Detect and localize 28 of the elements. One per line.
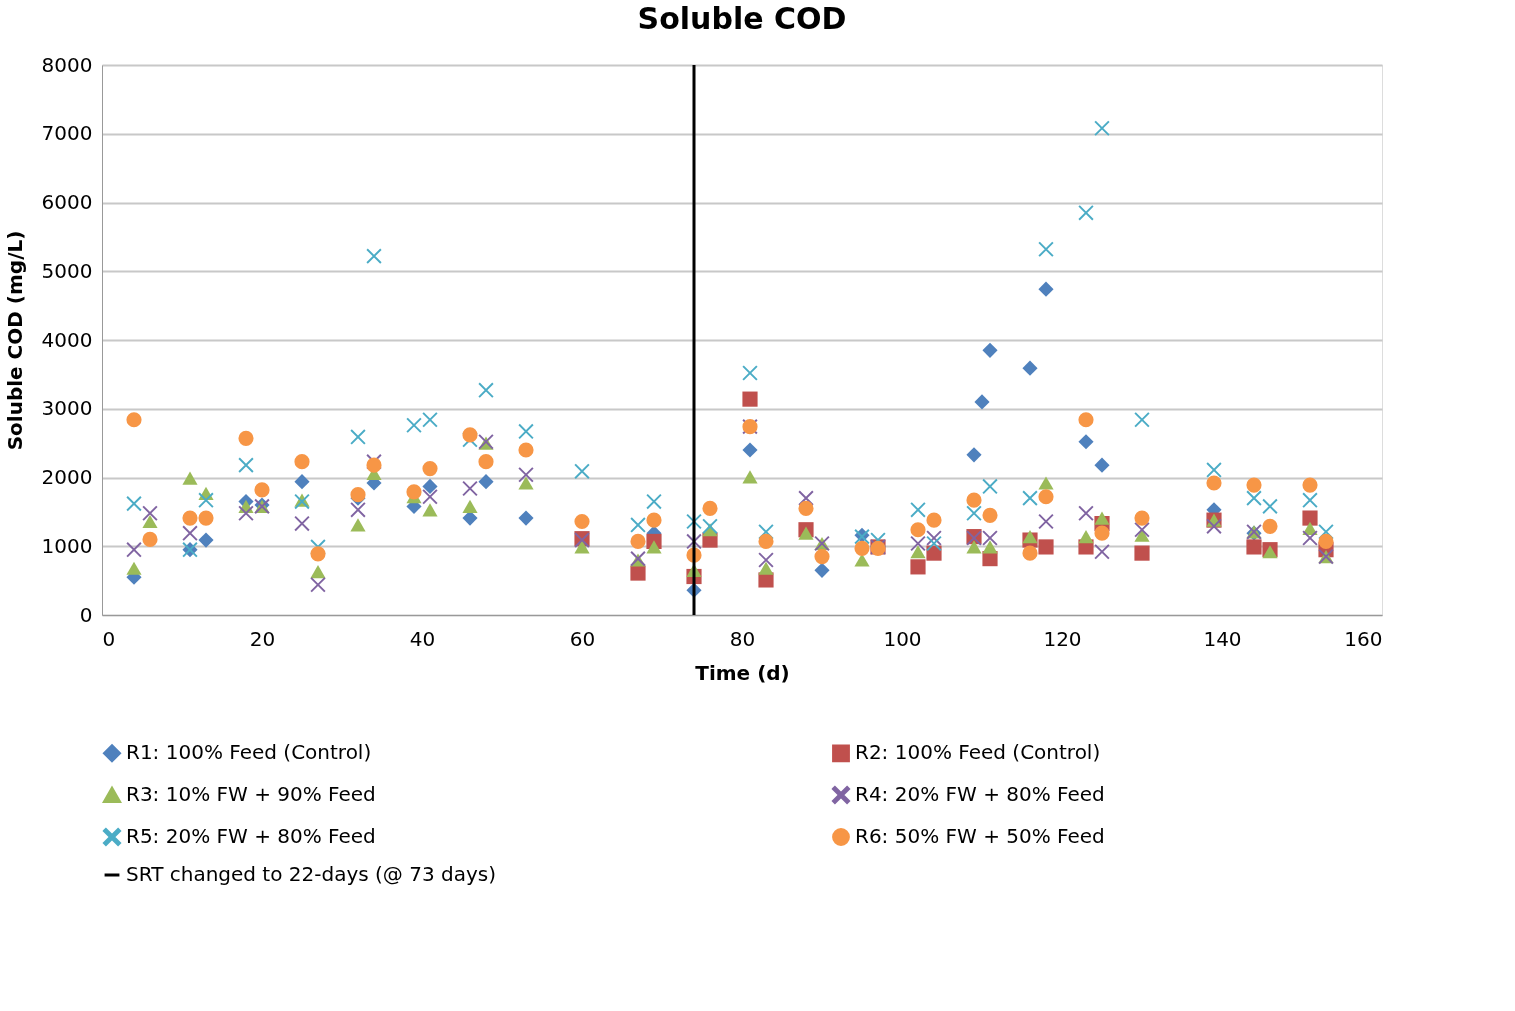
y-tick-label: 5000 xyxy=(41,258,93,283)
legend-label: SRT changed to 22-days (@ 73 days) xyxy=(126,862,497,886)
y-tick-label: 4000 xyxy=(41,327,93,352)
x-axis-title: Time (d) xyxy=(695,660,790,685)
y-tick-label: 8000 xyxy=(41,52,93,77)
x-tick-label: 120 xyxy=(1043,626,1082,651)
x-tick-label: 60 xyxy=(569,626,596,651)
x-tick-label: 40 xyxy=(409,626,436,651)
y-tick-label: 1000 xyxy=(41,533,93,558)
legend-label: R4: 20% FW + 80% Feed xyxy=(855,782,1105,806)
y-tick-label: 0 xyxy=(79,602,93,627)
y-axis-title: Soluble COD (mg/L) xyxy=(2,230,27,451)
chart-title: Soluble COD xyxy=(637,1,847,36)
x-tick-label: 80 xyxy=(729,626,756,651)
x-tick-label: 100 xyxy=(883,626,922,651)
y-tick-label: 7000 xyxy=(41,121,93,146)
x-tick-label: 140 xyxy=(1203,626,1242,651)
y-tick-label: 3000 xyxy=(41,396,93,421)
legend-label: R2: 100% Feed (Control) xyxy=(855,740,1101,765)
legend-label: R5: 20% FW + 80% Feed xyxy=(126,824,376,848)
legend-label: R3: 10% FW + 90% Feed xyxy=(126,782,376,806)
y-tick-label: 6000 xyxy=(41,190,93,214)
x-tick-label: 0 xyxy=(102,626,116,651)
legend-label: R6: 50% FW + 50% Feed xyxy=(855,824,1105,848)
x-tick-label: 160 xyxy=(1344,626,1383,651)
legend-label: R1: 100% Feed (Control) xyxy=(126,740,372,765)
x-tick-label: 20 xyxy=(249,626,276,651)
y-tick-label: 2000 xyxy=(41,465,93,489)
